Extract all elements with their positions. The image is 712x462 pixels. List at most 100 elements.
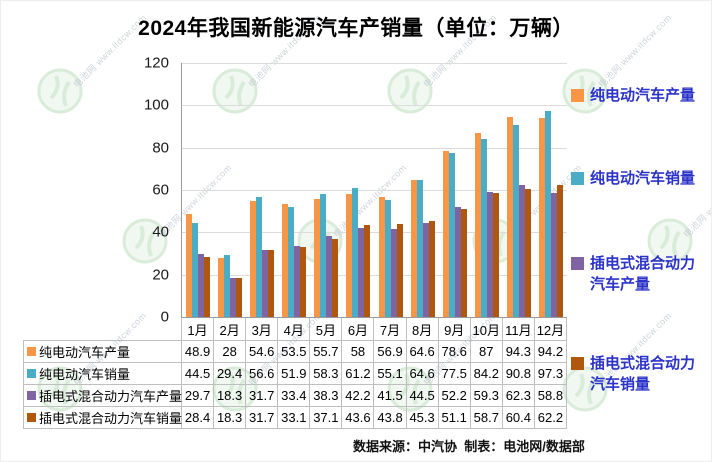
table-value-cell: 84.2 [470,363,503,385]
series-name: 插电式混合动力汽车销量 [39,411,183,426]
bar [294,246,301,317]
table-value-cell: 61.2 [342,363,375,385]
bar [250,201,257,317]
bar [556,185,563,317]
x-axis-month-row: 1月 2月 3月 4月 5月 6月 7月 8月 9月 10月 11月 12月 [181,318,567,340]
bar [288,207,295,317]
bar-group-10月 [471,63,503,317]
bar [544,111,551,317]
series-name: 插电式混合动力汽车产量 [39,389,183,404]
bar [268,249,275,317]
gridline [182,190,567,191]
legend-key-icon [27,369,36,378]
table-value-cell: 38.3 [310,385,343,407]
gridline [182,274,567,276]
bar [352,187,359,317]
y-axis: 0 20 40 60 80 100 120 [129,55,175,326]
bar-group-11月 [503,63,535,317]
gridline [182,63,567,64]
x-tick-label: 10月 [471,318,503,340]
bar [396,224,403,317]
legend-label: 纯电动汽车销量 [590,170,696,187]
bar [506,117,513,317]
bar [448,153,455,317]
table-value-cell: 58.7 [470,407,503,429]
legend-swatch-icon [571,357,584,370]
legend-swatch-icon [571,257,584,270]
y-tick-label: 20 [152,266,169,284]
bar [230,278,237,317]
x-tick-label: 1月 [182,318,215,340]
bar [192,222,199,317]
bar-group-4月 [278,63,310,317]
table-value-cell: 51.9 [278,363,311,385]
y-tick-label: 120 [143,54,169,72]
legend-label: 插电式混合动力汽车产量 [590,255,696,293]
table-value-cell: 45.3 [406,407,439,429]
bar-group-1月 [182,63,214,317]
table-value-cell: 62.2 [534,407,567,429]
bar-group-3月 [246,63,278,317]
bar [346,194,353,317]
table-value-cell: 58 [342,341,375,363]
legend-label: 纯电动汽车产量 [590,87,696,104]
series-name: 纯电动汽车销量 [39,367,131,382]
table-value-cell: 58.8 [534,385,567,407]
bar [518,185,525,317]
table-value-cell: 56.6 [246,363,279,385]
legend-swatch-icon [571,172,584,185]
table-row-label: 插电式混合动力汽车产量 [24,385,182,407]
bar [186,213,193,317]
watermark-logo-icon [37,68,83,114]
table-value-cell: 43.6 [342,407,375,429]
x-tick-label: 9月 [439,318,471,340]
table-value-cell: 41.5 [374,385,407,407]
bar [492,192,499,317]
table-value-cell: 44.5 [406,385,439,407]
table-value-cell: 94.3 [502,341,535,363]
bar [416,180,423,317]
y-tick-label: 0 [160,308,169,326]
table-value-cell: 54.6 [246,341,279,363]
table-value-cell: 90.8 [502,363,535,385]
table-value-cell: 29.4 [214,363,247,385]
table-value-cell: 87 [470,341,503,363]
bar [256,197,263,317]
bar [282,203,289,317]
table-value-cell: 31.7 [246,407,279,429]
table-value-cell: 59.3 [470,385,503,407]
table-value-cell: 33.1 [278,407,311,429]
bar [454,206,461,317]
table-value-cell: 28.4 [182,407,215,429]
table-value-cell: 43.8 [374,407,407,429]
bar [410,180,417,317]
table-value-cell: 31.7 [246,385,279,407]
table-value-cell: 52.2 [438,385,471,407]
y-tick-label: 100 [143,96,169,114]
bar-group-9月 [439,63,471,317]
bar [204,256,211,317]
bar [300,246,307,317]
bar [224,254,231,317]
table-value-cell: 33.4 [278,385,311,407]
plot-area [181,63,567,318]
table-value-cell: 42.2 [342,385,375,407]
series-name: 纯电动汽车产量 [39,345,131,360]
table-value-cell: 60.4 [502,407,535,429]
y-tick-label: 40 [152,223,169,241]
legend-item: 插电式混合动力汽车产量 [571,253,700,295]
y-tick-label: 60 [152,181,169,199]
legend-key-icon [27,347,36,356]
legend-label: 插电式混合动力汽车销量 [590,355,696,393]
legend-item: 纯电动汽车销量 [571,168,700,189]
x-tick-label: 7月 [374,318,407,340]
bar [236,278,243,317]
x-tick-label: 6月 [342,318,375,340]
bar [358,227,365,317]
source-credit-text: 数据来源：中汽协 制表：电池网/数据部 [353,439,585,454]
table-value-cell: 55.1 [374,363,407,385]
legend-item: 插电式混合动力汽车销量 [571,353,700,395]
bar [428,221,435,317]
bar [326,235,333,317]
